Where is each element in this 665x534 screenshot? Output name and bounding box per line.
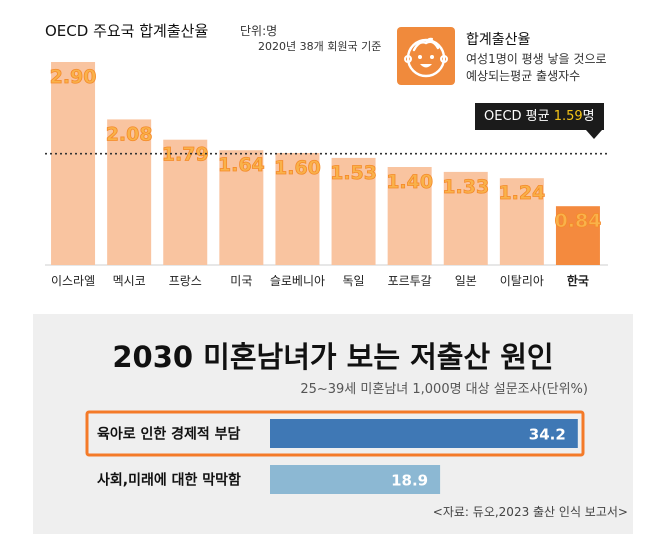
average-suffix: 명	[582, 109, 595, 124]
legend-description-line1: 여성1명이 평생 낳을 것으로	[466, 52, 607, 66]
bar-0	[51, 62, 96, 265]
bar-value-label-9: 0.84	[555, 210, 602, 232]
category-label-8: 이탈리아	[500, 274, 544, 288]
highlight-frame	[85, 410, 585, 457]
baby-face-icon	[397, 27, 455, 85]
category-label-6: 포르투갈	[388, 274, 432, 288]
category-label-3: 미국	[230, 274, 252, 288]
bar-value-label-7: 1.33	[442, 176, 489, 198]
bar-1	[107, 119, 152, 266]
bar-value-label-0: 2.90	[50, 66, 97, 88]
category-label-9: 한국	[567, 273, 589, 288]
survey-value-label-1: 18.9	[391, 472, 428, 490]
survey-subtitle: 25~39세 미혼남녀 1,000명 대상 설문조사(단위%)	[300, 382, 588, 397]
category-label-0: 이스라엘	[51, 274, 95, 288]
survey-title: 2030 미혼남녀가 보는 저출산 원인	[112, 340, 554, 374]
bar-9	[555, 206, 600, 265]
bar-value-label-4: 1.60	[274, 157, 321, 179]
category-label-1: 멕시코	[113, 274, 146, 288]
basis-note: 2020년 38개 회원국 기준	[258, 40, 382, 53]
bar-3	[219, 150, 264, 265]
category-label-5: 독일	[343, 274, 365, 288]
bar-2	[163, 139, 208, 265]
bar-7	[443, 171, 488, 265]
source-note: <자료: 듀오,2023 출산 인식 보고서>	[432, 505, 628, 519]
fertility-bar-chart: 2.90 이스라엘 2.08 멕시코 1.79 프랑스 1.64 미국 1.60 슬로베니아 1.5…	[45, 62, 608, 288]
average-badge-pointer	[586, 130, 602, 139]
survey-bar-0	[270, 419, 578, 448]
oecd-average-badge: OECD 평균 1.59명	[475, 103, 604, 130]
chart-title: OECD 주요국 합계출산율	[45, 22, 209, 40]
survey-bar-1	[270, 465, 441, 494]
bar-4	[275, 153, 320, 265]
bar-value-label-6: 1.40	[386, 171, 433, 193]
legend-title: 합계출산율	[466, 32, 531, 48]
bar-value-label-5: 1.53	[330, 162, 377, 184]
bar-value-label-8: 1.24	[498, 182, 545, 204]
legend-description-line2: 예상되는평균 출생자수	[466, 69, 581, 83]
average-value: 1.59	[553, 109, 583, 124]
bar-6	[387, 167, 432, 265]
category-label-2: 프랑스	[169, 274, 202, 288]
survey-value-label-0: 34.2	[529, 426, 566, 444]
survey-category-label-0: 육아로 인한 경제적 부담	[97, 426, 241, 443]
bar-8	[499, 178, 544, 265]
bar-value-label-3: 1.64	[218, 154, 265, 176]
category-label-4: 슬로베니아	[270, 274, 325, 288]
bar-value-label-2: 1.79	[162, 144, 209, 166]
category-label-7: 일본	[455, 274, 477, 288]
average-prefix: OECD 평균	[484, 109, 554, 124]
unit-label: 단위:명	[240, 24, 278, 38]
bar-value-label-1: 2.08	[106, 123, 153, 145]
bar-5	[331, 157, 376, 265]
survey-category-label-1: 사회,미래에 대한 막막함	[97, 472, 241, 489]
